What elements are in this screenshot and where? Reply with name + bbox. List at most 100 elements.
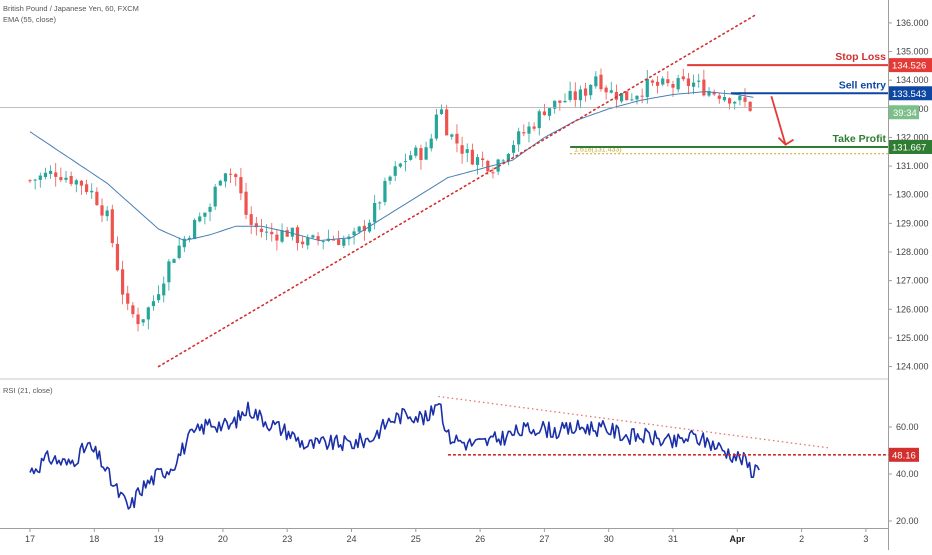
uptrend-line: [157, 13, 758, 368]
candle-body: [578, 89, 583, 101]
candle-body: [661, 78, 665, 85]
candle-body: [208, 206, 212, 212]
time-tick-label: 18: [89, 534, 99, 544]
candle-body: [316, 236, 320, 241]
candle-body: [599, 74, 603, 90]
price-tick-label: 131.000: [896, 161, 929, 171]
candle-body: [609, 90, 613, 93]
price-tick-label: 132.000: [896, 132, 929, 142]
candle-body: [105, 210, 109, 217]
time-tick-label: 2: [799, 534, 804, 544]
time-tick-label: 27: [539, 534, 549, 544]
candle-body: [74, 180, 78, 185]
countdown-tag: [889, 105, 919, 120]
ema-legend: EMA (55, close): [3, 15, 56, 24]
candle-body: [614, 91, 619, 100]
candle-body: [419, 148, 423, 160]
time-tick-label: 19: [154, 534, 164, 544]
candle-body: [733, 101, 737, 104]
candle-body: [280, 230, 284, 242]
price-tick-label: 128.000: [896, 247, 929, 257]
rsi-tick-label: 60.00: [896, 422, 919, 432]
candle-body: [573, 91, 577, 100]
candle-body: [501, 160, 505, 162]
candle-body: [619, 93, 624, 102]
candle-body: [59, 177, 63, 181]
candle-body: [393, 166, 397, 176]
stop-loss-tag-text: 134.526: [892, 61, 926, 72]
candle-body: [743, 97, 747, 102]
candle-body: [28, 180, 32, 182]
candle-body: [655, 81, 660, 86]
sell-entry-label: Sell entry: [839, 79, 886, 91]
candle-body: [589, 84, 593, 96]
candle-body: [342, 239, 346, 246]
candle-body: [542, 111, 546, 116]
candle-body: [213, 186, 217, 207]
candle-body: [594, 76, 598, 87]
candle-body: [229, 173, 233, 175]
candle-body: [100, 205, 104, 216]
time-tick-label: 24: [346, 534, 356, 544]
take-profit-tag: [889, 139, 932, 154]
time-tick-label: 3: [863, 534, 868, 544]
candle-body: [475, 157, 480, 165]
sell-arrow-shaft: [770, 95, 787, 145]
candle-body: [352, 231, 356, 236]
candle-body: [650, 80, 655, 83]
candle-body: [712, 91, 716, 95]
candle-body: [182, 238, 186, 248]
candle-body: [90, 190, 94, 193]
price-tick-label: 126.000: [896, 304, 929, 314]
candle-body: [496, 159, 500, 172]
candle-body: [645, 78, 649, 98]
candle-body: [357, 226, 361, 232]
candle-body: [429, 138, 433, 149]
fib-extension-label: 1.618(131.433): [574, 147, 621, 154]
candle-body: [517, 131, 521, 145]
candle-body: [697, 80, 701, 82]
rsi-tick-label: 40.00: [896, 469, 919, 479]
price-tick-label: 134.000: [896, 75, 929, 85]
candle-body: [146, 307, 150, 320]
candle-body: [537, 111, 541, 129]
stop-loss-tag: [889, 58, 932, 73]
candle-body: [738, 96, 742, 101]
price-tick-label: 125.000: [896, 333, 929, 343]
candle-body: [424, 147, 428, 160]
candle-body: [239, 177, 243, 194]
candle-body: [126, 293, 130, 304]
time-tick-label: 26: [475, 534, 485, 544]
candle-body: [193, 219, 197, 240]
candle-body: [162, 283, 166, 296]
candle-body: [625, 91, 629, 101]
candle-body: [367, 222, 372, 232]
candle-body: [265, 231, 269, 233]
candle-body: [532, 126, 536, 129]
candle-body: [95, 191, 99, 206]
candle-body: [717, 95, 721, 99]
candle-body: [254, 223, 258, 228]
candle-body: [547, 108, 552, 116]
candle-body: [259, 228, 264, 232]
candle-body: [141, 319, 145, 323]
time-tick-label: 17: [25, 534, 35, 544]
price-tick-label: 130.000: [896, 190, 929, 200]
candle-body: [110, 209, 114, 244]
candle-body: [553, 100, 557, 109]
candle-body: [223, 173, 228, 182]
candle-body: [563, 100, 567, 103]
candle-body: [337, 239, 341, 245]
candles-group: [28, 68, 752, 332]
candle-body: [198, 216, 202, 222]
candle-body: [244, 191, 248, 215]
candle-body: [64, 177, 68, 180]
candle-body: [409, 155, 413, 160]
candle-body: [691, 82, 696, 87]
sell-arrow-head: [777, 136, 795, 146]
rsi-resistance-line: [438, 395, 831, 449]
candle-body: [120, 269, 125, 295]
